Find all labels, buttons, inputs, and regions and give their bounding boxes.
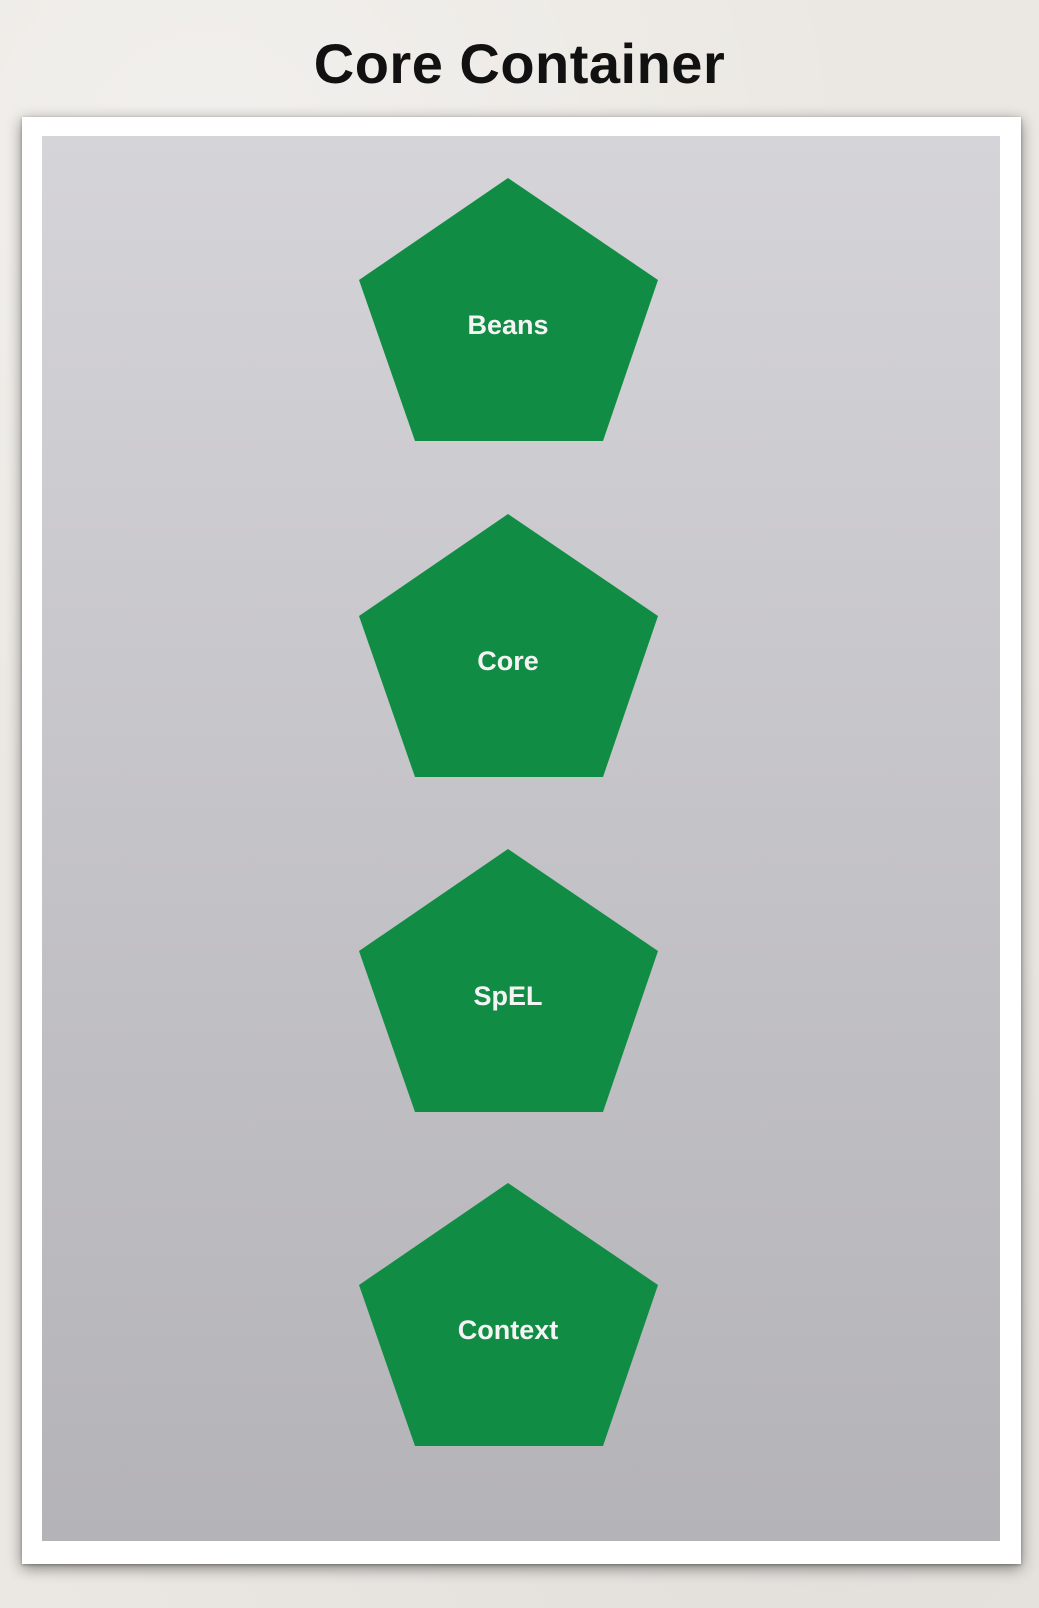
module-spel: SpEL — [359, 849, 658, 1112]
module-label: Beans — [467, 310, 548, 340]
page-title: Core Container — [313, 32, 726, 95]
pentagon-shape — [359, 849, 658, 1112]
module-label: Core — [477, 646, 539, 676]
modules-diagram: Beans Core SpEL Context — [359, 178, 658, 1446]
pentagon-shape — [359, 1183, 658, 1446]
module-beans: Beans — [359, 178, 658, 441]
pentagon-shape — [359, 514, 658, 777]
module-core: Core — [359, 514, 658, 777]
pentagon-shape — [359, 178, 658, 441]
module-label: Context — [458, 1315, 559, 1345]
diagram-panel: Beans Core SpEL Context — [42, 136, 1000, 1541]
module-label: SpEL — [473, 981, 542, 1011]
module-context: Context — [359, 1183, 658, 1446]
slide-frame: Beans Core SpEL Context — [22, 117, 1021, 1564]
